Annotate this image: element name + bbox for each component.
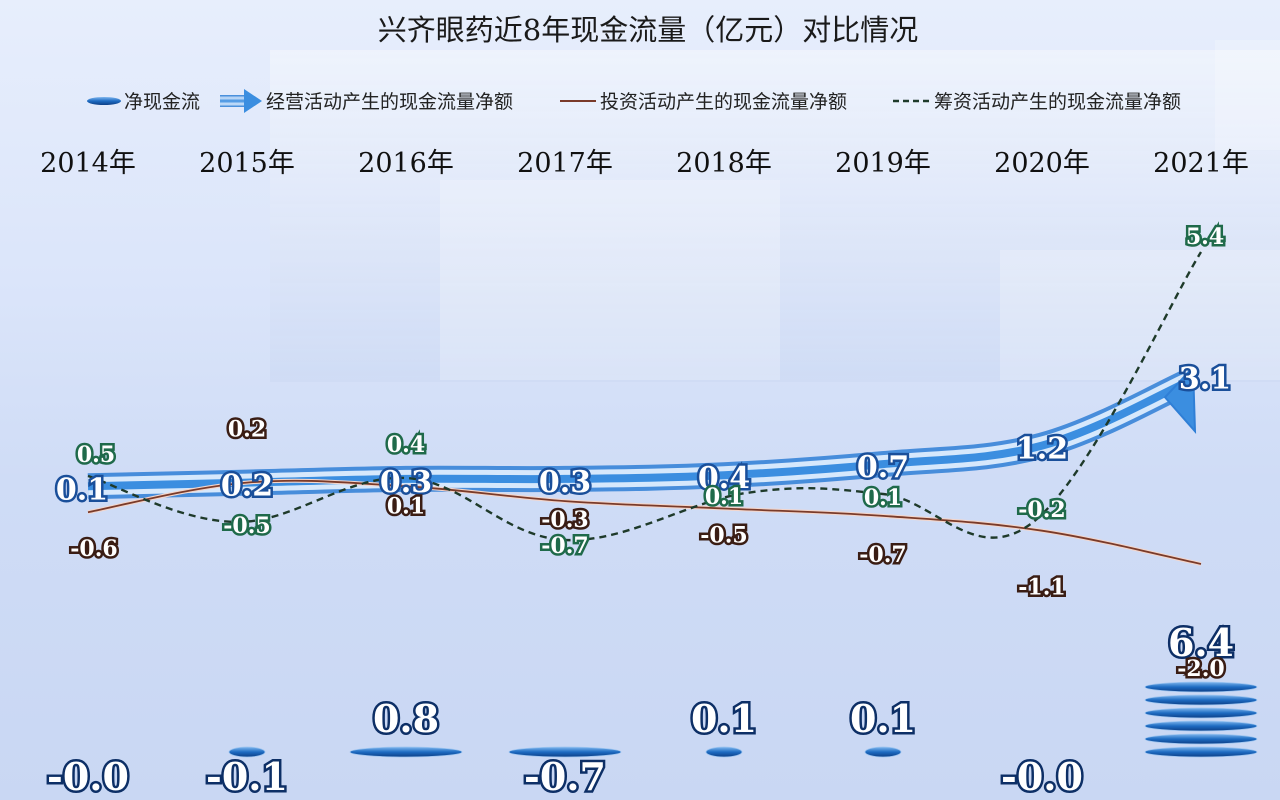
financing-value-label: 0.1 [864, 485, 902, 511]
legend-swatch-net-ellipse [87, 97, 121, 105]
backdrop-block [1215, 40, 1280, 150]
net-cashflow-label: 0.8 [373, 696, 439, 741]
legend-label-investing: 投资活动产生的现金流量净额 [600, 91, 847, 113]
operating-value-label: 0.1 [56, 472, 108, 507]
net-cashflow-label: -0.0 [1001, 754, 1083, 799]
investing-value-label: -0.6 [70, 536, 117, 562]
investing-value-label: -0.5 [700, 523, 747, 549]
operating-value-label: 0.2 [221, 469, 273, 504]
net-cashflow-label: 0.1 [691, 696, 757, 741]
legend-swatch-operating-arrowhead [244, 89, 262, 113]
operating-value-label: 0.3 [539, 465, 591, 500]
legend-item-investing: 投资活动产生的现金流量净额 [560, 91, 847, 113]
financing-value-label: -0.7 [541, 533, 588, 559]
x-tick-label: 2018年 [676, 148, 772, 179]
operating-value-label: 1.2 [1016, 432, 1068, 467]
operating-value-label: 0.4 [698, 461, 750, 496]
legend-item-operating: 经营活动产生的现金流量净额 [220, 89, 513, 113]
x-axis-year-labels: 2014年 2015年 2016年 2017年 2018年 2019年 2020年 2021年 [40, 148, 1249, 179]
chart-legend: 净现金流 经营活动产生的现金流量净额 投资活动产生的现金流量净额 筹资活动产生的… [87, 89, 1181, 113]
financing-value-label: -0.5 [223, 513, 270, 539]
x-tick-label: 2020年 [994, 148, 1090, 179]
data-labels: -0.0 -0.1 0.8 -0.7 0.1 0.1 -0.0 6.4 0.1 0.2 0.3 0.3… [45, 222, 1237, 800]
financing-value-label: 0.5 [77, 442, 115, 468]
net-cashflow-ellipse [508, 746, 622, 758]
x-tick-label: 2021年 [1153, 148, 1249, 179]
financing-series [87, 251, 1203, 542]
investing-series [87, 478, 1202, 566]
net-cashflow-ellipse [1144, 720, 1258, 732]
net-cashflow-label: -0.7 [524, 754, 606, 799]
chart-title: 兴齐眼药近8年现金流量（亿元）对比情况 [378, 13, 918, 47]
net-cashflow-ellipse [1144, 733, 1258, 745]
operating-value-label: 0.3 [380, 465, 432, 500]
net-cashflow-ellipse [228, 746, 266, 758]
investing-value-label: 0.1 [387, 493, 425, 519]
investing-value-label: 0.2 [228, 417, 266, 443]
investing-value-label: -0.3 [541, 507, 588, 533]
operating-arrowhead [1163, 364, 1197, 435]
net-cashflow-label: 0.1 [850, 696, 916, 741]
x-tick-label: 2016年 [358, 148, 454, 179]
backdrop-block [440, 180, 780, 380]
legend-item-financing: 筹资活动产生的现金流量净额 [893, 91, 1181, 113]
net-cashflow-label: -0.0 [47, 754, 129, 799]
financing-dashed-line [87, 251, 1203, 542]
investing-value-label: -1.1 [1018, 575, 1065, 601]
net-cashflow-ellipse [1144, 681, 1258, 693]
legend-label-operating: 经营活动产生的现金流量净额 [266, 91, 513, 113]
backdrop-block [1000, 250, 1280, 380]
financing-value-label: 5.4 [1186, 224, 1224, 250]
net-cashflow-ellipse [1144, 707, 1258, 719]
financing-value-label: 0.4 [387, 432, 425, 458]
operating-value-label: 3.1 [1179, 361, 1231, 396]
x-tick-label: 2017年 [517, 148, 613, 179]
x-tick-label: 2015年 [199, 148, 295, 179]
x-tick-label: 2014年 [40, 148, 136, 179]
investing-value-label: -0.7 [859, 542, 906, 568]
legend-label-financing: 筹资活动产生的现金流量净额 [934, 91, 1181, 113]
net-cashflow-ellipse [1144, 694, 1258, 706]
factory-building-backdrop [270, 50, 1280, 382]
financing-value-label: 0.1 [705, 484, 743, 510]
operating-value-label: 0.7 [857, 450, 909, 485]
net-cashflow-ellipse [349, 746, 463, 758]
investing-line [87, 479, 1202, 565]
investing-value-label: -2.0 [1177, 656, 1224, 682]
net-cashflow-ellipse [705, 746, 743, 758]
financing-value-label: -0.2 [1018, 497, 1065, 523]
net-cashflow-ellipse [1144, 746, 1258, 758]
legend-item-net: 净现金流 [87, 91, 200, 113]
net-cashflow-stacks [228, 681, 1258, 758]
x-tick-label: 2019年 [835, 148, 931, 179]
legend-swatch-operating-band [220, 95, 246, 107]
net-cashflow-ellipse [864, 746, 902, 758]
net-cashflow-label: -0.1 [206, 754, 288, 799]
net-cashflow-label: 6.4 [1168, 620, 1234, 665]
legend-label-net: 净现金流 [124, 91, 200, 113]
